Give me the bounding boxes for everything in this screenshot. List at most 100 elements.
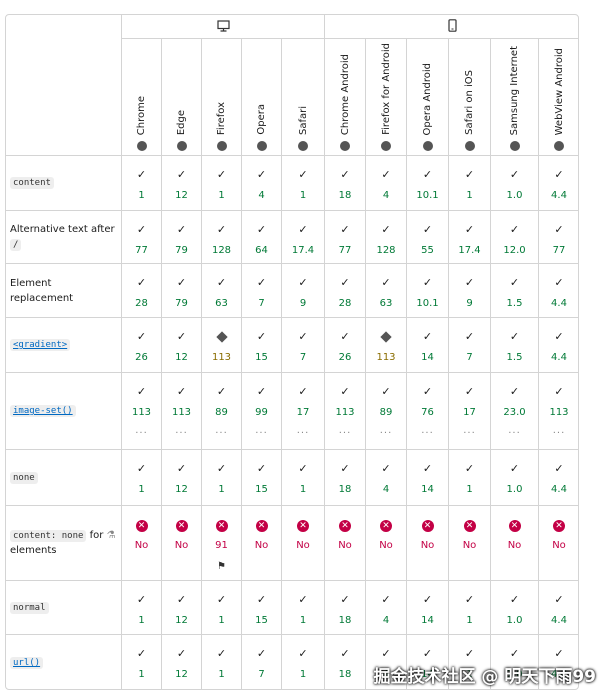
support-cell[interactable]: ✓ 4.4 [539,581,578,635]
support-cell[interactable]: ✓ 26 [325,318,366,373]
support-cell[interactable]: ✓ 15 [242,581,282,635]
support-cell[interactable]: ✓ 12 [162,581,202,635]
support-cell[interactable]: ✓ 1 [282,635,325,689]
support-cell[interactable]: ✓ 77 [122,211,162,264]
support-cell[interactable]: ✓ 64 [242,211,282,264]
support-cell[interactable]: ✓ 99 ··· [242,373,282,450]
support-cell[interactable]: ✓ 9 [282,264,325,318]
support-cell[interactable]: 113 [366,318,407,373]
support-cell[interactable]: ✓ 4 [366,450,407,506]
support-cell[interactable]: ✓ 10.1 [407,264,449,318]
support-cell[interactable]: ✓ 77 [325,211,366,264]
support-cell[interactable]: ✓ 1 [202,581,242,635]
support-cell[interactable]: ✓ 23.0 ··· [491,373,539,450]
support-cell[interactable]: ✓ 113 ··· [122,373,162,450]
support-cell[interactable]: ✓ 15 [242,318,282,373]
support-cell[interactable]: ✓ 26 [122,318,162,373]
support-cell[interactable]: ✓ 4 [366,581,407,635]
support-cell[interactable]: ✓ 1.0 [491,156,539,211]
support-cell[interactable]: ✓ 1 [202,450,242,506]
support-cell[interactable]: ✓ 63 [366,264,407,318]
support-cell[interactable]: ✓ 18 [325,635,366,689]
support-cell[interactable]: ✓ 1 [282,581,325,635]
support-cell[interactable]: ✓ 1.0 [491,635,539,689]
support-cell[interactable]: ✓ 113 ··· [539,373,578,450]
more-dots-icon[interactable]: ··· [508,428,521,439]
support-cell[interactable]: ✓ 4.4 [539,635,578,689]
more-dots-icon[interactable]: ··· [296,428,310,439]
support-cell[interactable]: ✓ 113 ··· [325,373,366,450]
support-cell[interactable]: ✓ 18 [325,581,366,635]
feature-link[interactable]: <gradient> [10,339,71,352]
support-cell[interactable]: ✓ 1 [122,156,162,211]
support-cell[interactable]: ✓ 77 [539,211,578,264]
support-cell[interactable]: ✓ 14 [407,450,449,506]
support-cell[interactable]: 113 [202,318,242,373]
support-cell[interactable]: ✓ 10.1 [407,156,449,211]
support-cell[interactable]: ✓ 113 ··· [162,373,202,450]
support-cell[interactable]: ✓ 1 [282,156,325,211]
support-cell[interactable]: ✓ 7 [242,635,282,689]
more-dots-icon[interactable]: ··· [421,428,434,439]
support-cell[interactable]: ✓ 4.4 [539,318,578,373]
support-cell[interactable]: ✓ 89 ··· [202,373,242,450]
support-cell[interactable]: ✓ 1 [449,450,491,506]
support-cell[interactable]: ✓ 4 [366,156,407,211]
support-cell[interactable]: ✓ 12 [162,450,202,506]
support-cell[interactable]: ✕ No [449,506,491,581]
support-cell[interactable]: ✓ 1 [449,581,491,635]
support-cell[interactable]: ✓ 128 [366,211,407,264]
support-cell[interactable]: ✕ No [539,506,578,581]
support-cell[interactable]: ✓ 4.4 [539,450,578,506]
support-cell[interactable]: ✓ 1 [122,581,162,635]
support-cell[interactable]: ✓ 18 [325,450,366,506]
support-cell[interactable]: ✓ 4.4 [539,156,578,211]
more-dots-icon[interactable]: ··· [379,428,393,439]
more-dots-icon[interactable]: ··· [255,428,268,439]
support-cell[interactable]: ✓ 79 [162,264,202,318]
support-cell[interactable]: ✕ No [366,506,407,581]
support-cell[interactable]: ✓ 9 [449,264,491,318]
more-dots-icon[interactable]: ··· [463,428,476,439]
support-cell[interactable]: ✓ 1 [449,635,491,689]
support-cell[interactable]: ✓ 55 [407,211,449,264]
more-dots-icon[interactable]: ··· [552,428,566,439]
support-cell[interactable]: ✓ 12 [162,318,202,373]
support-cell[interactable]: ✓ 1 [282,450,325,506]
support-cell[interactable]: ✓ 1 [202,635,242,689]
support-cell[interactable]: ✓ 17.4 [449,211,491,264]
support-cell[interactable]: ✓ 1 [122,450,162,506]
feature-link[interactable]: image-set() [10,405,76,418]
support-cell[interactable]: ✓ 63 [202,264,242,318]
support-cell[interactable]: ✓ 15 [242,450,282,506]
more-dots-icon[interactable]: ··· [175,428,188,439]
support-cell[interactable]: ✕ No [282,506,325,581]
support-cell[interactable]: ✕ No [325,506,366,581]
support-cell[interactable]: ✓ 1.0 [491,450,539,506]
support-cell[interactable]: ✓ 79 [162,211,202,264]
support-cell[interactable]: ✕ No [122,506,162,581]
support-cell[interactable]: ✕ No [242,506,282,581]
support-cell[interactable]: ✓ 89 ··· [366,373,407,450]
support-cell[interactable]: ✓ 1 [122,635,162,689]
support-cell[interactable]: ✕ No [407,506,449,581]
support-cell[interactable]: ✓ 1 [449,156,491,211]
support-cell[interactable]: ✓ 12 [162,635,202,689]
support-cell[interactable]: ✓ 1.5 [491,318,539,373]
support-cell[interactable]: ✓ 1 [202,156,242,211]
more-dots-icon[interactable]: ··· [215,428,228,439]
more-dots-icon[interactable]: ··· [135,428,148,439]
support-cell[interactable]: ✕ No [491,506,539,581]
support-cell[interactable]: ✓ 12 [162,156,202,211]
support-cell[interactable]: ✓ 12.0 [491,211,539,264]
support-cell[interactable]: ✓ 17.4 [282,211,325,264]
support-cell[interactable]: ✓ 7 [449,318,491,373]
support-cell[interactable]: ✓ 7 [242,264,282,318]
support-cell[interactable]: ✓ 7 [282,318,325,373]
support-cell[interactable]: ✓ 1.5 [491,264,539,318]
support-cell[interactable]: ✓ 128 [202,211,242,264]
support-cell[interactable]: ✓ 28 [122,264,162,318]
support-cell[interactable]: ✓ 4.4 [539,264,578,318]
support-cell[interactable]: ✓ 4 [242,156,282,211]
more-dots-icon[interactable]: ··· [338,428,352,439]
